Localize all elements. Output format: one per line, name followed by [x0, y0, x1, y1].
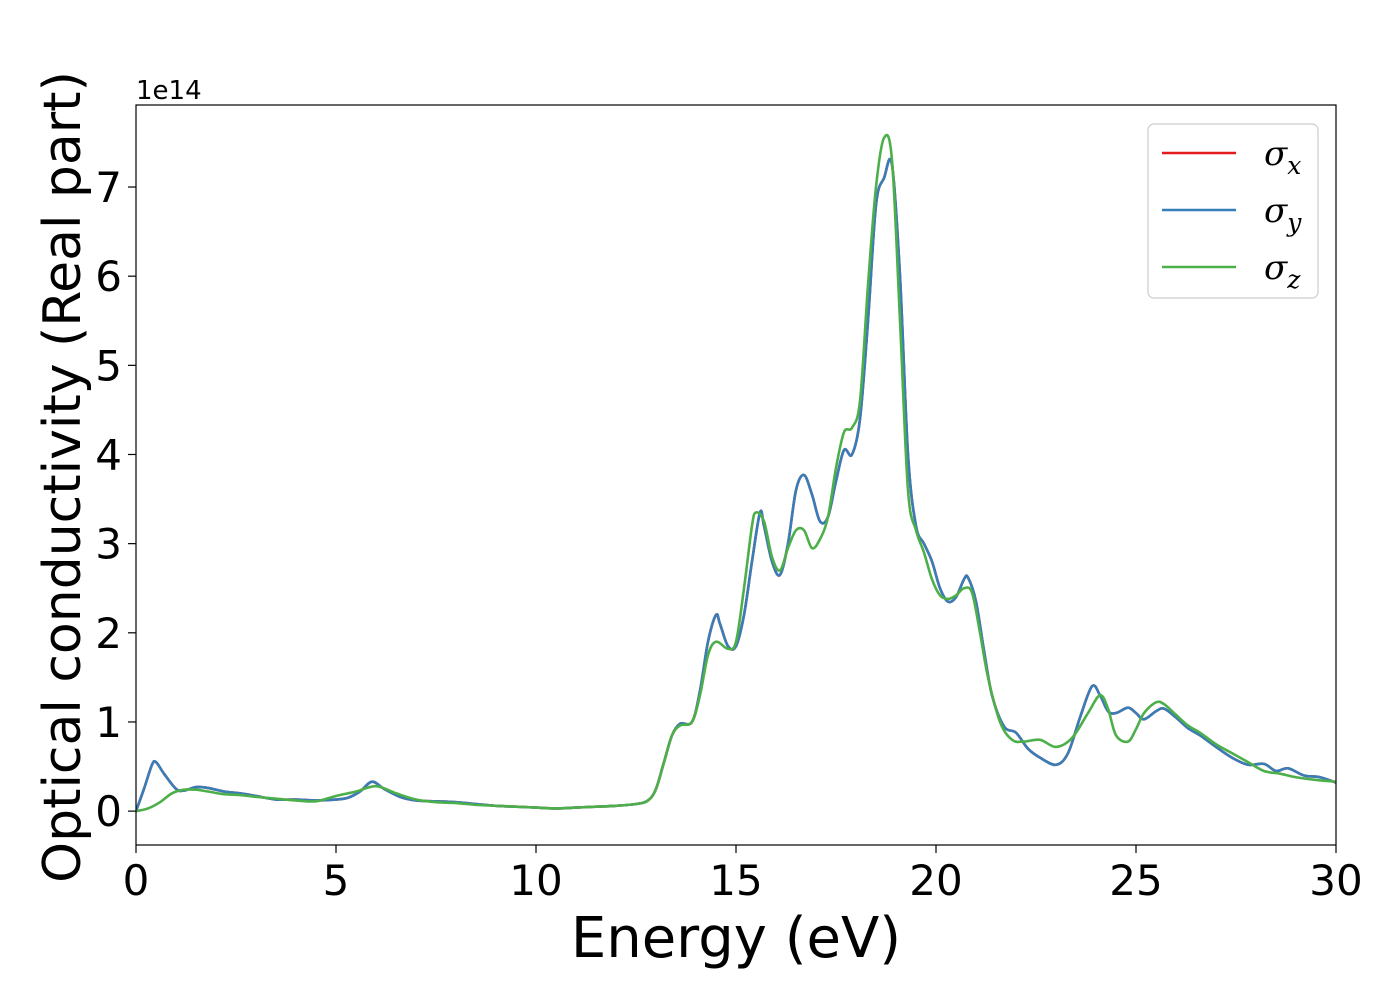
y-tick-label: 7 [95, 163, 122, 212]
plot-area [136, 105, 1336, 845]
y-tick-label: 4 [95, 430, 122, 479]
y-axis-title: Optical conductivity (Real part) [33, 71, 93, 883]
y-tick-label: 0 [95, 787, 122, 836]
y-tick-label: 3 [95, 520, 122, 569]
x-axis: 0 5 10 15 20 25 30 [123, 845, 1363, 905]
x-tick-label: 0 [123, 856, 150, 905]
legend-label-z: σz [1264, 248, 1301, 294]
x-tick-label: 25 [1109, 856, 1162, 905]
legend-label-y: σy [1264, 191, 1302, 237]
x-axis-title: Energy (eV) [571, 906, 901, 971]
y-tick-label: 2 [95, 609, 122, 658]
y-scale-label: 1e14 [136, 76, 202, 106]
legend: σx σy σz [1147, 123, 1319, 299]
y-tick-label: 5 [95, 341, 122, 390]
y-tick-label: 1 [95, 698, 122, 747]
y-axis: 0 1 2 3 4 5 6 7 [95, 163, 136, 836]
x-tick-label: 30 [1309, 856, 1362, 905]
series-layer [136, 133, 1336, 813]
y-tick-label: 6 [95, 252, 122, 301]
series-line-z [136, 133, 1336, 813]
x-tick-label: 15 [709, 856, 762, 905]
x-tick-label: 5 [323, 856, 350, 905]
legend-label-x: σx [1264, 134, 1301, 180]
x-tick-label: 10 [509, 856, 562, 905]
x-tick-label: 20 [909, 856, 962, 905]
